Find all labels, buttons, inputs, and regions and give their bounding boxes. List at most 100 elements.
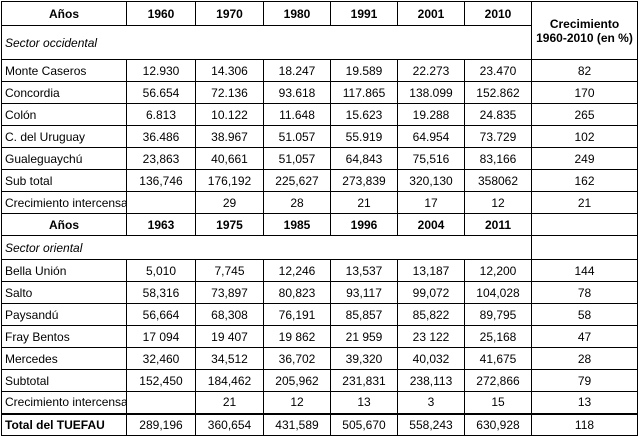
population-value: 104,028 xyxy=(464,281,532,304)
population-value: 231,831 xyxy=(330,369,398,392)
population-value: 13,537 xyxy=(330,259,398,282)
city-name: Bella Unión xyxy=(1,259,127,282)
sector-row: Sector oriental xyxy=(1,235,638,260)
population-value: 25,168 xyxy=(464,325,532,348)
intercensal-label: Crecimiento intercensal en % xyxy=(1,391,127,414)
total-label: Total del TUEFAU xyxy=(1,412,127,436)
population-value: 68,308 xyxy=(195,303,264,326)
population-value: 73,897 xyxy=(195,281,264,304)
population-value: 19 862 xyxy=(263,325,331,348)
population-value: 176,192 xyxy=(195,169,264,192)
population-value: 12,200 xyxy=(464,259,532,282)
total-value: 558,243 xyxy=(397,412,465,436)
city-name: Salto xyxy=(1,281,127,304)
empty-cell xyxy=(531,213,638,236)
total-value: 289,196 xyxy=(126,412,196,436)
intercensal-value: 15 xyxy=(464,391,532,414)
intercensal-value: 28 xyxy=(263,191,331,214)
intercensal-value: 29 xyxy=(195,191,264,214)
population-value: 38.967 xyxy=(195,125,264,148)
year-header: 1980 xyxy=(263,1,331,26)
population-value: 320,130 xyxy=(397,169,465,192)
population-value: 6.813 xyxy=(126,103,196,126)
growth-value: 28 xyxy=(531,347,638,370)
empty-cell xyxy=(531,235,638,260)
intercensal-value: 21 xyxy=(195,391,264,414)
table-row: Concordia 56.654 72.136 93.618 117.865 138.09… xyxy=(1,81,638,104)
years-header-label: Años xyxy=(1,1,127,26)
total-value: 505,670 xyxy=(330,412,398,436)
growth-value: 118 xyxy=(531,412,638,436)
table-row: Gualeguaychú 23,863 40,661 51,057 64,843 75,5… xyxy=(1,147,638,170)
population-value: 99,072 xyxy=(397,281,465,304)
table-row: C. del Uruguay 36.486 38.967 51.057 55.919 64… xyxy=(1,125,638,148)
table-row: Mercedes 32,460 34,512 36,702 39,320 40,032 41… xyxy=(1,347,638,370)
population-value: 21 959 xyxy=(330,325,398,348)
intercensal-value: 12 xyxy=(263,391,331,414)
intercensal-value: 13 xyxy=(330,391,398,414)
population-value: 56,664 xyxy=(126,303,196,326)
year-header: 2011 xyxy=(464,213,532,236)
table-row: Monte Caseros 12.930 14.306 18.247 19.589 22.… xyxy=(1,59,638,82)
population-value: 56.654 xyxy=(126,81,196,104)
header-row-2: Años 1963 1975 1985 1996 2004 2011 xyxy=(1,213,638,236)
population-value: 22.273 xyxy=(397,59,465,82)
population-value: 11.648 xyxy=(263,103,331,126)
population-value: 24.835 xyxy=(464,103,532,126)
population-value: 5,010 xyxy=(126,259,196,282)
population-value: 238,113 xyxy=(397,369,465,392)
population-value: 23,863 xyxy=(126,147,196,170)
population-value: 138.099 xyxy=(397,81,465,104)
city-name: Gualeguaychú xyxy=(1,147,127,170)
growth-value: 13 xyxy=(531,391,638,414)
population-value: 93.618 xyxy=(263,81,331,104)
total-row: Total del TUEFAU 289,196 360,654 431,589 505… xyxy=(1,412,638,436)
population-value: 34,512 xyxy=(195,347,264,370)
population-value: 36,702 xyxy=(263,347,331,370)
growth-value: 265 xyxy=(531,103,638,126)
population-value: 19.589 xyxy=(330,59,398,82)
year-header: 1996 xyxy=(330,213,398,236)
total-value: 360,654 xyxy=(195,412,264,436)
growth-value: 58 xyxy=(531,303,638,326)
population-value: 358062 xyxy=(464,169,532,192)
population-value: 39,320 xyxy=(330,347,398,370)
table-row: Colón 6.813 10.122 11.648 15.623 19.288 24.835… xyxy=(1,103,638,126)
population-value: 73.729 xyxy=(464,125,532,148)
total-value: 630,928 xyxy=(464,412,532,436)
year-header: 1991 xyxy=(330,1,398,26)
population-value: 85,857 xyxy=(330,303,398,326)
total-value: 431,589 xyxy=(263,412,331,436)
population-value: 10.122 xyxy=(195,103,264,126)
population-value: 85,822 xyxy=(397,303,465,326)
intercensal-value xyxy=(126,391,196,414)
population-value: 136,746 xyxy=(126,169,196,192)
sector-label: Sector occidental xyxy=(1,25,532,60)
city-name: Fray Bentos xyxy=(1,325,127,348)
growth-header: Crecimiento 1960-2010 (en %) xyxy=(531,1,638,60)
population-value: 13,187 xyxy=(397,259,465,282)
table-row: Salto 58,316 73,897 80,823 93,117 99,072 104,0… xyxy=(1,281,638,304)
population-value: 41,675 xyxy=(464,347,532,370)
growth-value: 82 xyxy=(531,59,638,82)
year-header: 2010 xyxy=(464,1,532,26)
population-value: 184,462 xyxy=(195,369,264,392)
city-name: Sub total xyxy=(1,169,127,192)
population-value: 152,450 xyxy=(126,369,196,392)
population-value: 93,117 xyxy=(330,281,398,304)
population-value: 18.247 xyxy=(263,59,331,82)
population-value: 7,745 xyxy=(195,259,264,282)
year-header: 1970 xyxy=(195,1,264,26)
population-value: 64.954 xyxy=(397,125,465,148)
population-value: 23 122 xyxy=(397,325,465,348)
year-header: 1960 xyxy=(126,1,196,26)
population-value: 58,316 xyxy=(126,281,196,304)
population-value: 12,246 xyxy=(263,259,331,282)
population-value: 15.623 xyxy=(330,103,398,126)
intercensal-value: 3 xyxy=(397,391,465,414)
city-name: Monte Caseros xyxy=(1,59,127,82)
table-row: Sub total 136,746 176,192 225,627 273,839 320… xyxy=(1,169,638,192)
